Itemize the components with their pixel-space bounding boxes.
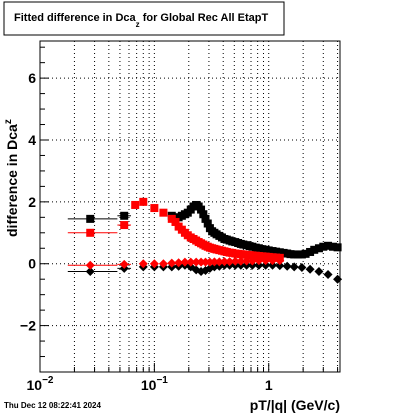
footer-timestamp: Thu Dec 12 08:22:41 2024 xyxy=(4,401,101,410)
y-tick-label: 6 xyxy=(28,70,36,86)
x-tick-label: 1 xyxy=(265,377,273,393)
y-tick-label: 0 xyxy=(28,256,36,272)
data-point xyxy=(230,256,240,266)
data-point xyxy=(268,260,278,270)
y-tick-label: 4 xyxy=(28,132,36,148)
title-suffix: for Global Rec All EtapT xyxy=(140,12,269,24)
x-axis-title: pT/|q| (GeV/c) xyxy=(250,397,340,413)
series-1 xyxy=(67,197,284,262)
data-point xyxy=(131,200,140,209)
chart-title: Fitted difference in Dcaz for Global Rec… xyxy=(14,12,268,29)
data-point xyxy=(167,258,177,268)
data-point xyxy=(314,244,323,253)
data-point xyxy=(305,264,315,274)
data-point xyxy=(85,266,95,276)
data-point xyxy=(174,258,184,268)
data-point xyxy=(158,259,168,269)
y-tick-labels: −2 0 2 4 6 xyxy=(20,70,36,333)
data-point xyxy=(297,262,307,272)
data-point xyxy=(329,242,338,251)
data-point xyxy=(199,210,208,219)
data-point xyxy=(314,266,324,276)
title-prefix: Fitted difference in Dca xyxy=(14,12,137,24)
data-point xyxy=(324,241,333,250)
data-point xyxy=(310,245,319,254)
y-axis-title: difference in Dcaz xyxy=(3,119,20,237)
data-point xyxy=(119,259,129,269)
data-point xyxy=(254,256,264,266)
data-point xyxy=(150,204,159,213)
data-point xyxy=(149,259,159,269)
data-point xyxy=(86,228,95,237)
y-axis-title-subscript: z xyxy=(3,119,14,124)
y-tick-label: −2 xyxy=(20,318,36,334)
data-point xyxy=(86,214,95,223)
data-point xyxy=(139,197,148,206)
data-point xyxy=(219,257,229,267)
axis-layer xyxy=(39,46,339,373)
data-point xyxy=(171,217,180,226)
series-3 xyxy=(67,256,285,270)
data-point xyxy=(289,262,299,272)
title-subscript: z xyxy=(136,20,140,29)
x-tick-labels: 10−2 10−1 1 xyxy=(27,375,273,393)
x-tick-label-exponent: −2 xyxy=(42,375,54,386)
title-box: Fitted difference in Dcaz for Global Rec… xyxy=(3,1,285,36)
data-point xyxy=(120,211,129,220)
data-point xyxy=(275,261,285,271)
data-point xyxy=(138,259,148,269)
data-point xyxy=(242,256,252,266)
marker-layer xyxy=(67,197,343,284)
data-point xyxy=(306,247,315,256)
y-axis-title-prefix: difference in Dca xyxy=(4,124,20,237)
data-point xyxy=(203,219,212,228)
data-point xyxy=(197,205,206,214)
x-tick-label-base: 1 xyxy=(265,377,273,393)
data-point xyxy=(323,270,333,280)
data-point xyxy=(201,214,210,223)
plot-area xyxy=(39,40,343,373)
x-tick-label-base: 10 xyxy=(141,377,157,393)
data-point xyxy=(236,256,246,266)
x-tick-label: 10−2 xyxy=(27,375,54,393)
data-point xyxy=(85,260,95,270)
data-point xyxy=(186,257,196,267)
data-point xyxy=(333,243,342,252)
data-point xyxy=(275,256,285,266)
data-point xyxy=(209,257,219,267)
data-point xyxy=(225,257,235,267)
data-point xyxy=(261,256,271,266)
x-tick-label-exponent: −1 xyxy=(156,375,168,386)
x-tick-label: 10−1 xyxy=(141,375,168,393)
data-point xyxy=(191,257,201,267)
data-point xyxy=(268,256,278,266)
y-tick-label: 2 xyxy=(28,194,36,210)
title-frame xyxy=(3,1,285,36)
data-point xyxy=(254,260,264,270)
data-point xyxy=(214,257,224,267)
data-point xyxy=(301,249,310,258)
data-point xyxy=(180,257,190,267)
data-point xyxy=(247,256,257,266)
data-point xyxy=(159,208,168,217)
data-point xyxy=(261,260,271,270)
data-point xyxy=(282,261,292,271)
data-point xyxy=(120,221,129,230)
data-point xyxy=(319,242,328,251)
plot-frame xyxy=(39,40,341,373)
x-tick-label-base: 10 xyxy=(27,377,43,393)
